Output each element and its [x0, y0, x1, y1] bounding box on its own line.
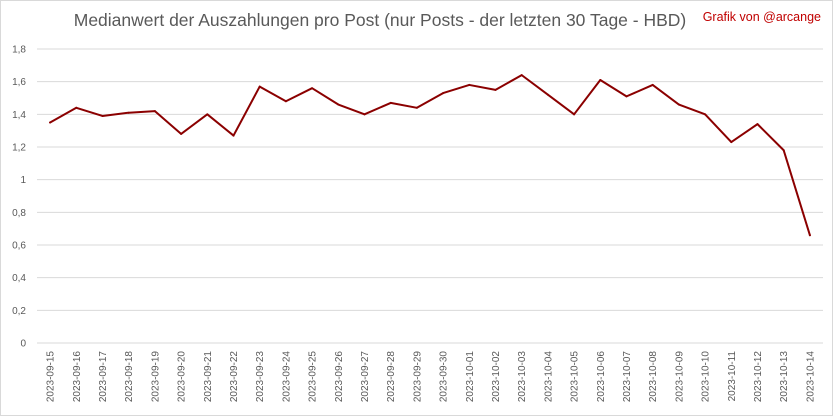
y-tick-label: 1,8 — [12, 45, 26, 56]
chart-title: Medianwert der Auszahlungen pro Post (nu… — [73, 10, 687, 30]
x-tick-label: 2023-09-24 — [281, 351, 292, 403]
data-point — [651, 83, 654, 86]
x-tick-label: 2023-09-17 — [98, 351, 109, 403]
x-tick-label: 2023-10-13 — [779, 351, 790, 403]
y-tick-label: 0,4 — [12, 273, 26, 284]
data-point — [442, 92, 445, 95]
data-point — [573, 113, 576, 116]
chart-credit: Grafik von @arcange — [702, 10, 821, 24]
x-tick-label: 2023-10-01 — [465, 351, 476, 403]
y-axis-ticks: 0 0,2 0,4 0,6 0,8 1 1,2 1,4 1,6 1,8 — [12, 45, 26, 350]
data-point — [415, 106, 418, 109]
data-point — [782, 149, 785, 152]
y-tick-label: 1,6 — [12, 77, 26, 88]
y-tick-label: 1 — [20, 175, 26, 186]
x-tick-label: 2023-09-16 — [72, 351, 83, 403]
data-point — [730, 141, 733, 144]
data-point — [49, 121, 52, 124]
gridlines — [37, 48, 823, 344]
y-tick-label: 0,8 — [12, 208, 26, 219]
x-tick-label: 2023-09-27 — [360, 351, 371, 403]
x-tick-label: 2023-09-22 — [229, 351, 240, 403]
y-tick-label: 0,2 — [12, 306, 26, 317]
x-tick-label: 2023-10-09 — [674, 351, 685, 403]
x-tick-label: 2023-10-08 — [648, 351, 659, 403]
data-point — [494, 88, 497, 91]
data-point — [808, 234, 811, 237]
x-tick-label: 2023-09-26 — [334, 351, 345, 403]
x-tick-label: 2023-09-18 — [124, 351, 135, 403]
x-tick-label: 2023-09-15 — [46, 351, 57, 403]
x-tick-label: 2023-09-20 — [177, 351, 188, 403]
series-layer — [49, 74, 811, 237]
x-tick-label: 2023-10-04 — [543, 351, 554, 403]
y-tick-label: 0,6 — [12, 241, 26, 252]
data-point — [625, 95, 628, 98]
x-tick-label: 2023-09-19 — [150, 351, 161, 403]
x-tick-label: 2023-10-05 — [570, 351, 581, 403]
y-tick-label: 1,4 — [12, 110, 26, 121]
data-point — [75, 106, 78, 109]
x-axis-ticks: 2023-09-15 2023-09-16 2023-09-17 2023-09-18… — [46, 351, 817, 403]
data-point — [180, 132, 183, 135]
data-point — [389, 101, 392, 104]
data-point — [311, 87, 314, 90]
data-point — [520, 74, 523, 77]
x-tick-label: 2023-10-11 — [727, 351, 738, 402]
x-tick-label: 2023-09-21 — [203, 351, 214, 403]
x-tick-label: 2023-10-07 — [622, 351, 633, 403]
data-point — [704, 113, 707, 116]
x-tick-label: 2023-09-28 — [386, 351, 397, 403]
x-tick-label: 2023-10-12 — [753, 351, 764, 403]
data-point — [337, 103, 340, 106]
data-point — [206, 113, 209, 116]
data-point — [599, 79, 602, 82]
x-tick-label: 2023-10-03 — [517, 351, 528, 403]
data-point — [127, 111, 130, 114]
data-point — [284, 100, 287, 103]
x-tick-label: 2023-10-10 — [701, 351, 712, 403]
data-point — [363, 113, 366, 116]
x-tick-label: 2023-10-06 — [596, 351, 607, 403]
y-tick-label: 1,2 — [12, 143, 26, 154]
x-tick-label: 2023-09-25 — [308, 351, 319, 403]
x-tick-label: 2023-10-14 — [805, 351, 816, 403]
data-point — [153, 110, 156, 113]
series-line — [49, 74, 811, 237]
y-tick-label: 0 — [20, 339, 26, 350]
data-point — [232, 134, 235, 137]
x-tick-label: 2023-10-02 — [491, 351, 502, 403]
data-point — [468, 83, 471, 86]
x-tick-label: 2023-09-23 — [255, 351, 266, 403]
x-tick-label: 2023-09-29 — [412, 351, 423, 403]
data-point — [258, 85, 261, 88]
data-point — [101, 114, 104, 117]
data-point — [546, 93, 549, 96]
x-tick-label: 2023-09-30 — [439, 351, 450, 403]
data-point — [756, 123, 759, 126]
data-point — [677, 103, 680, 106]
